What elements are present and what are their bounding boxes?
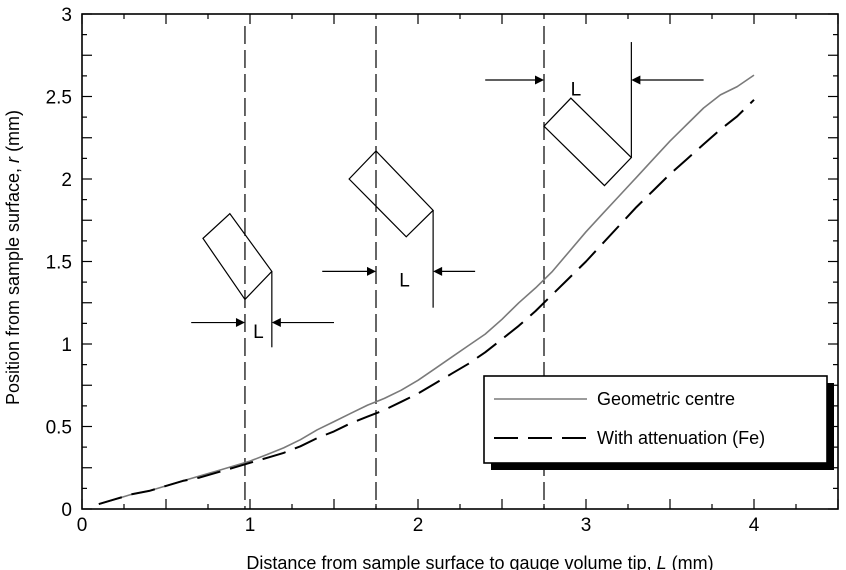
legend: Geometric centre With attenuation (Fe) — [483, 375, 834, 470]
y-tick-label: 1 — [61, 335, 72, 356]
annotation-arrowhead — [367, 266, 376, 276]
y-axis-title: Position from sample surface, r (mm) — [3, 110, 23, 405]
y-tick-label: 3 — [61, 5, 72, 26]
annotation-arrowhead — [271, 318, 281, 328]
y-tick-label: 2.5 — [46, 88, 72, 109]
legend-label-geometric-centre: Geometric centre — [597, 389, 735, 409]
series-line-geometric-centre — [98, 74, 755, 505]
gauge-volume-shape — [348, 150, 434, 238]
annotation-arrowhead — [235, 318, 245, 328]
annotation-label-L: L — [253, 322, 264, 343]
annotation-label-L: L — [571, 79, 582, 100]
gauge-volume-shape — [202, 212, 273, 301]
axis-ticks: 0 1 2 3 4 0 0.5 1 1.5 2 2.5 3 — [46, 5, 839, 536]
y-tick-label: 0.5 — [46, 418, 72, 439]
series-line-with-attenuation — [98, 99, 755, 506]
x-tick-label: 4 — [749, 515, 760, 536]
legend-box — [483, 375, 828, 464]
series-layer — [98, 74, 755, 506]
series-group — [98, 74, 755, 506]
legend-label-with-attenuation: With attenuation (Fe) — [597, 428, 765, 448]
x-tick-label: 0 — [77, 515, 88, 536]
x-tick-label: 1 — [245, 515, 256, 536]
x-axis-title: Distance from sample surface to gauge vo… — [246, 553, 713, 570]
annotation-arrowhead — [433, 266, 443, 276]
annotation-layer: L L L — [191, 26, 704, 509]
annotation-label-L: L — [399, 271, 410, 292]
x-tick-label: 3 — [581, 515, 592, 536]
annotation-arrowhead — [631, 75, 641, 85]
gauge-volume-shape — [543, 97, 633, 187]
y-tick-label: 2 — [61, 170, 72, 191]
x-tick-label: 2 — [413, 515, 424, 536]
annotation-arrowhead — [535, 75, 544, 85]
y-tick-label: 0 — [61, 500, 72, 521]
y-tick-label: 1.5 — [46, 253, 72, 274]
